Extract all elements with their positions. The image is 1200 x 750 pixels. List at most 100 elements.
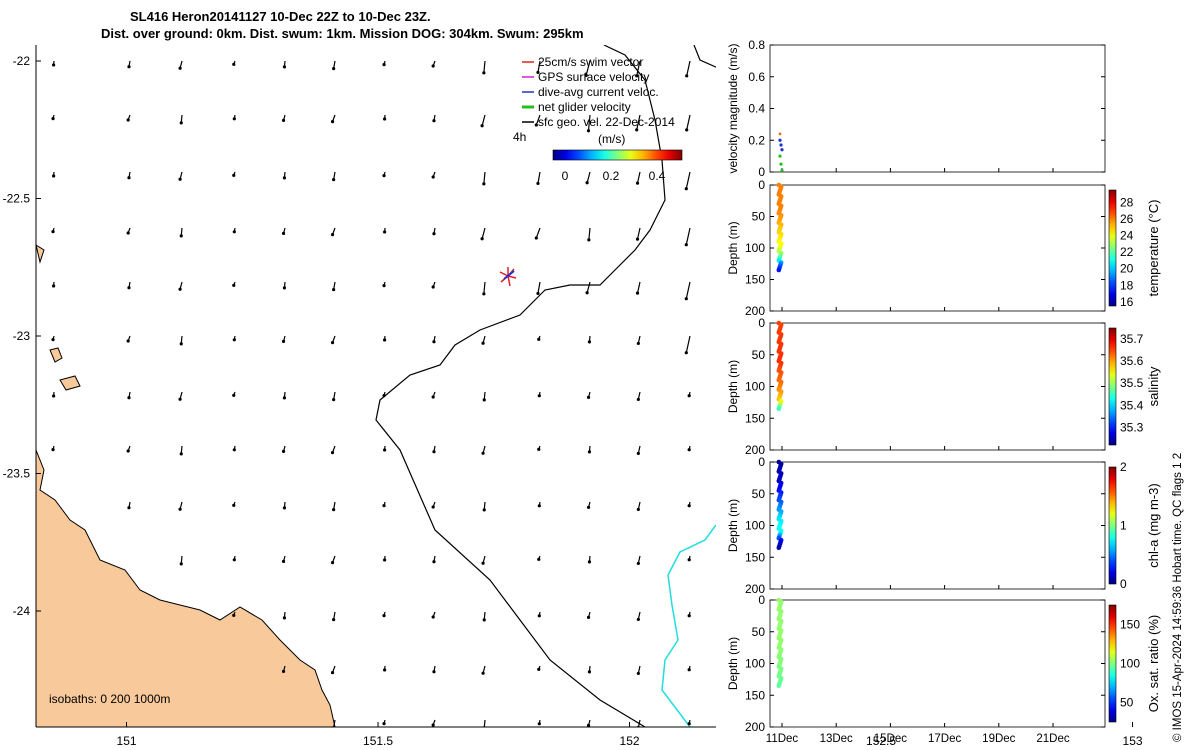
- geo-vector-head: [585, 291, 589, 295]
- geo-vector: [636, 665, 641, 676]
- geo-vector: [481, 445, 486, 455]
- geo-vector-head: [179, 121, 183, 125]
- geo-vector-head: [232, 230, 236, 234]
- y-tick-label: 150: [745, 688, 765, 702]
- geo-vector-head: [431, 175, 435, 179]
- geo-vector: [584, 60, 591, 77]
- y-tick-label: 150: [745, 273, 765, 287]
- geo-vector-head: [587, 238, 591, 242]
- geo-vector: [586, 391, 591, 399]
- geo-vector-head: [52, 284, 56, 288]
- geo-vector: [281, 665, 286, 673]
- geo-vector: [383, 114, 387, 121]
- geo-vector-shaft: [685, 171, 691, 189]
- geo-vector-shaft: [686, 114, 691, 130]
- geo-vector: [382, 611, 386, 618]
- geo-vector-head: [126, 449, 130, 453]
- y-axis-label: Depth (m): [726, 637, 740, 690]
- geo-vector-head: [383, 338, 387, 342]
- geo-vector-head: [332, 508, 336, 512]
- geo-vector: [232, 335, 236, 342]
- y-tick-label: 200: [745, 582, 765, 596]
- geo-vector: [232, 281, 236, 287]
- lon-tick-label: 153: [1123, 734, 1143, 748]
- lon-tick-label: 151.5: [363, 734, 393, 748]
- geo-vector-head: [537, 667, 541, 671]
- geo-vector: [232, 114, 236, 121]
- velocity-point: [779, 162, 783, 166]
- y-tick-label: 50: [752, 210, 766, 224]
- geo-vector-head: [383, 668, 387, 672]
- geo-vector-head: [482, 292, 486, 296]
- geo-vector: [383, 335, 387, 342]
- geo-vector-head: [330, 233, 335, 237]
- geo-vector-head: [636, 671, 640, 676]
- geo-vector: [382, 501, 386, 508]
- geo-vector: [332, 391, 336, 402]
- time-tick-label: 21Dec: [1036, 733, 1069, 745]
- geo-vector: [432, 665, 436, 674]
- geo-vector-head: [685, 128, 689, 132]
- colorbar-tick-label: 1: [1120, 519, 1127, 533]
- geo-vector-head: [382, 283, 386, 288]
- geo-vector-head: [481, 341, 485, 345]
- geo-vector-head: [332, 288, 336, 292]
- chart-panel-1: 0 50 100 150 200 Depth (m) 16 18 20 22 24 26 28 tempe…: [726, 178, 1161, 318]
- legend-entry-1: GPS surface velocity: [538, 70, 649, 84]
- island-west: [49, 347, 63, 363]
- geo-vector: [332, 501, 336, 512]
- geo-vector-head: [282, 176, 287, 180]
- profile-point: [776, 545, 782, 551]
- geo-vector: [382, 171, 386, 178]
- colorbar-tick-label: 100: [1120, 657, 1140, 671]
- colorbar-tick: 0.2: [603, 169, 620, 183]
- geo-vector-head: [232, 613, 236, 617]
- geo-vector-head: [330, 341, 335, 345]
- geo-vector: [481, 665, 486, 675]
- geo-vector-head: [178, 287, 182, 291]
- geo-vector-head: [687, 722, 691, 726]
- geo-vector-head: [330, 671, 335, 675]
- geo-vector-head: [127, 176, 131, 180]
- geo-vector-head: [584, 73, 588, 77]
- geo-vector: [687, 501, 691, 508]
- geo-vector: [52, 171, 56, 178]
- geo-vector-head: [382, 721, 386, 726]
- y-tick-label: 200: [745, 304, 765, 318]
- geo-vector: [432, 445, 436, 454]
- panel-frame: [769, 461, 1106, 590]
- lat-tick-label: -22.5: [3, 192, 31, 206]
- geo-vector-head: [281, 449, 286, 453]
- swim-vector-mark: [507, 275, 517, 279]
- geo-vector-shaft: [481, 114, 486, 126]
- colorbar-tick-label: 20: [1120, 262, 1134, 276]
- geo-vector-head: [431, 615, 435, 619]
- geo-vector: [432, 335, 436, 344]
- geo-vector-head: [480, 237, 484, 241]
- geo-vector-head: [687, 614, 691, 618]
- geo-vector: [536, 171, 541, 186]
- variable-colorbar: [1108, 189, 1117, 307]
- geo-vector-head: [534, 123, 538, 127]
- profile-point: [776, 683, 782, 689]
- geo-vector-head: [52, 63, 56, 67]
- geo-vector-shaft: [588, 227, 591, 240]
- geo-vector: [232, 60, 236, 66]
- geo-vector-head: [431, 285, 435, 289]
- geo-vector: [330, 555, 336, 565]
- geo-vector: [51, 445, 55, 452]
- geo-vector: [685, 60, 691, 78]
- velocity-point: [780, 168, 784, 173]
- geo-vector-head: [431, 395, 435, 399]
- geo-vector: [232, 555, 236, 562]
- geo-vector-head: [586, 615, 591, 619]
- geo-vector-head: [635, 128, 639, 132]
- geo-vector: [480, 227, 486, 241]
- time-tick-label: 17Dec: [928, 733, 961, 745]
- velocity-point: [778, 154, 782, 158]
- geo-vector-shaft: [585, 60, 591, 76]
- geo-vector-head: [687, 448, 691, 452]
- geo-vector-head: [482, 182, 486, 186]
- geo-vector: [482, 171, 486, 186]
- velocity-point: [780, 148, 784, 152]
